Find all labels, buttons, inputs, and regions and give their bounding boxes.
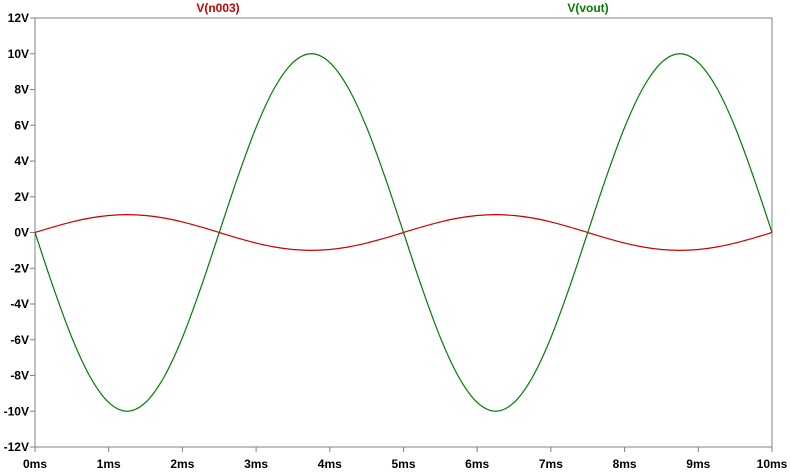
legend-label-vout[interactable]: V(vout) (567, 1, 608, 15)
y-tick-label: -12V (4, 440, 29, 454)
y-tick-label: 8V (14, 83, 29, 97)
y-tick-label: -4V (10, 297, 29, 311)
y-tick-label: -8V (10, 369, 29, 383)
y-tick-label: 6V (14, 118, 29, 132)
y-tick-label: 12V (8, 11, 29, 25)
trace-v-vout[interactable] (34, 53, 773, 412)
y-tick-label: 10V (8, 47, 29, 61)
y-tick-label: 4V (14, 154, 29, 168)
traces (34, 53, 773, 412)
y-tick-label: 0V (14, 226, 29, 240)
x-tick-label: 2ms (170, 457, 194, 471)
legend: V(n003) V(vout) (196, 1, 608, 15)
x-tick-label: 4ms (318, 457, 342, 471)
x-tick-label: 0ms (23, 457, 47, 471)
y-tick-label: 2V (14, 190, 29, 204)
legend-label-n003[interactable]: V(n003) (196, 1, 239, 15)
x-tick-label: 6ms (465, 457, 489, 471)
x-tick-label: 9ms (686, 457, 710, 471)
x-tick-label: 8ms (613, 457, 637, 471)
x-tick-label: 3ms (244, 457, 268, 471)
x-tick-label: 5ms (391, 457, 415, 471)
tick-labels: 12V 10V 8V 6V 4V 2V 0V -2V -4V -6V -8V -10V -12V 0ms 1… (4, 11, 788, 471)
y-tick-label: -6V (10, 333, 29, 347)
x-tick-label: 10ms (757, 457, 788, 471)
x-tick-label: 7ms (539, 457, 563, 471)
x-tick-label: 1ms (97, 457, 121, 471)
y-tick-label: -10V (4, 404, 29, 418)
y-tick-label: -2V (10, 261, 29, 275)
plot-axes (30, 17, 773, 452)
